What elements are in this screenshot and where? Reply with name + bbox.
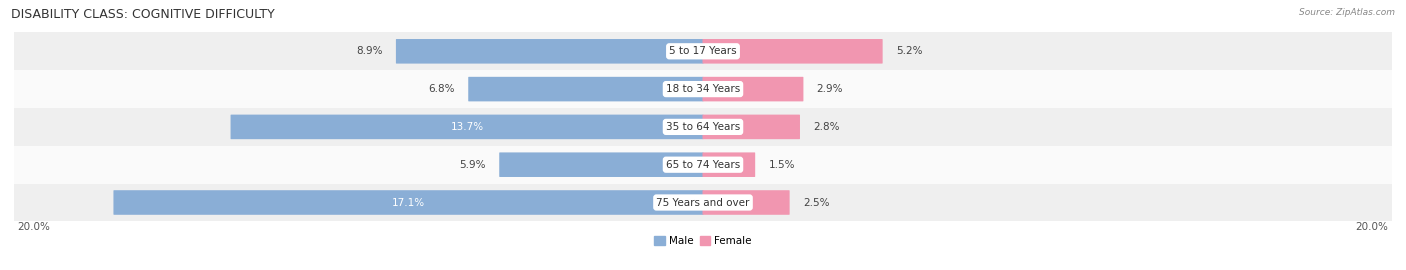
FancyBboxPatch shape — [468, 77, 703, 101]
Text: 17.1%: 17.1% — [392, 197, 425, 208]
FancyBboxPatch shape — [14, 146, 1392, 184]
Text: 65 to 74 Years: 65 to 74 Years — [666, 160, 740, 170]
FancyBboxPatch shape — [703, 77, 803, 101]
Text: 1.5%: 1.5% — [769, 160, 794, 170]
Text: 20.0%: 20.0% — [1355, 222, 1389, 232]
Text: Source: ZipAtlas.com: Source: ZipAtlas.com — [1299, 8, 1395, 17]
Text: 75 Years and over: 75 Years and over — [657, 197, 749, 208]
Text: 20.0%: 20.0% — [17, 222, 51, 232]
Text: 2.5%: 2.5% — [803, 197, 830, 208]
FancyBboxPatch shape — [14, 32, 1392, 70]
FancyBboxPatch shape — [499, 152, 703, 177]
FancyBboxPatch shape — [231, 114, 703, 139]
FancyBboxPatch shape — [703, 152, 755, 177]
Text: 2.8%: 2.8% — [813, 122, 839, 132]
FancyBboxPatch shape — [14, 184, 1392, 221]
Text: 18 to 34 Years: 18 to 34 Years — [666, 84, 740, 94]
Text: 35 to 64 Years: 35 to 64 Years — [666, 122, 740, 132]
Text: 8.9%: 8.9% — [356, 46, 382, 56]
Text: 13.7%: 13.7% — [450, 122, 484, 132]
FancyBboxPatch shape — [14, 70, 1392, 108]
Legend: Male, Female: Male, Female — [650, 232, 756, 250]
Text: DISABILITY CLASS: COGNITIVE DIFFICULTY: DISABILITY CLASS: COGNITIVE DIFFICULTY — [11, 8, 276, 21]
FancyBboxPatch shape — [703, 190, 790, 215]
FancyBboxPatch shape — [14, 108, 1392, 146]
Text: 5.2%: 5.2% — [896, 46, 922, 56]
FancyBboxPatch shape — [114, 190, 703, 215]
Text: 5 to 17 Years: 5 to 17 Years — [669, 46, 737, 56]
FancyBboxPatch shape — [703, 39, 883, 63]
Text: 5.9%: 5.9% — [460, 160, 486, 170]
FancyBboxPatch shape — [703, 114, 800, 139]
Text: 6.8%: 6.8% — [429, 84, 456, 94]
Text: 2.9%: 2.9% — [817, 84, 844, 94]
FancyBboxPatch shape — [396, 39, 703, 63]
